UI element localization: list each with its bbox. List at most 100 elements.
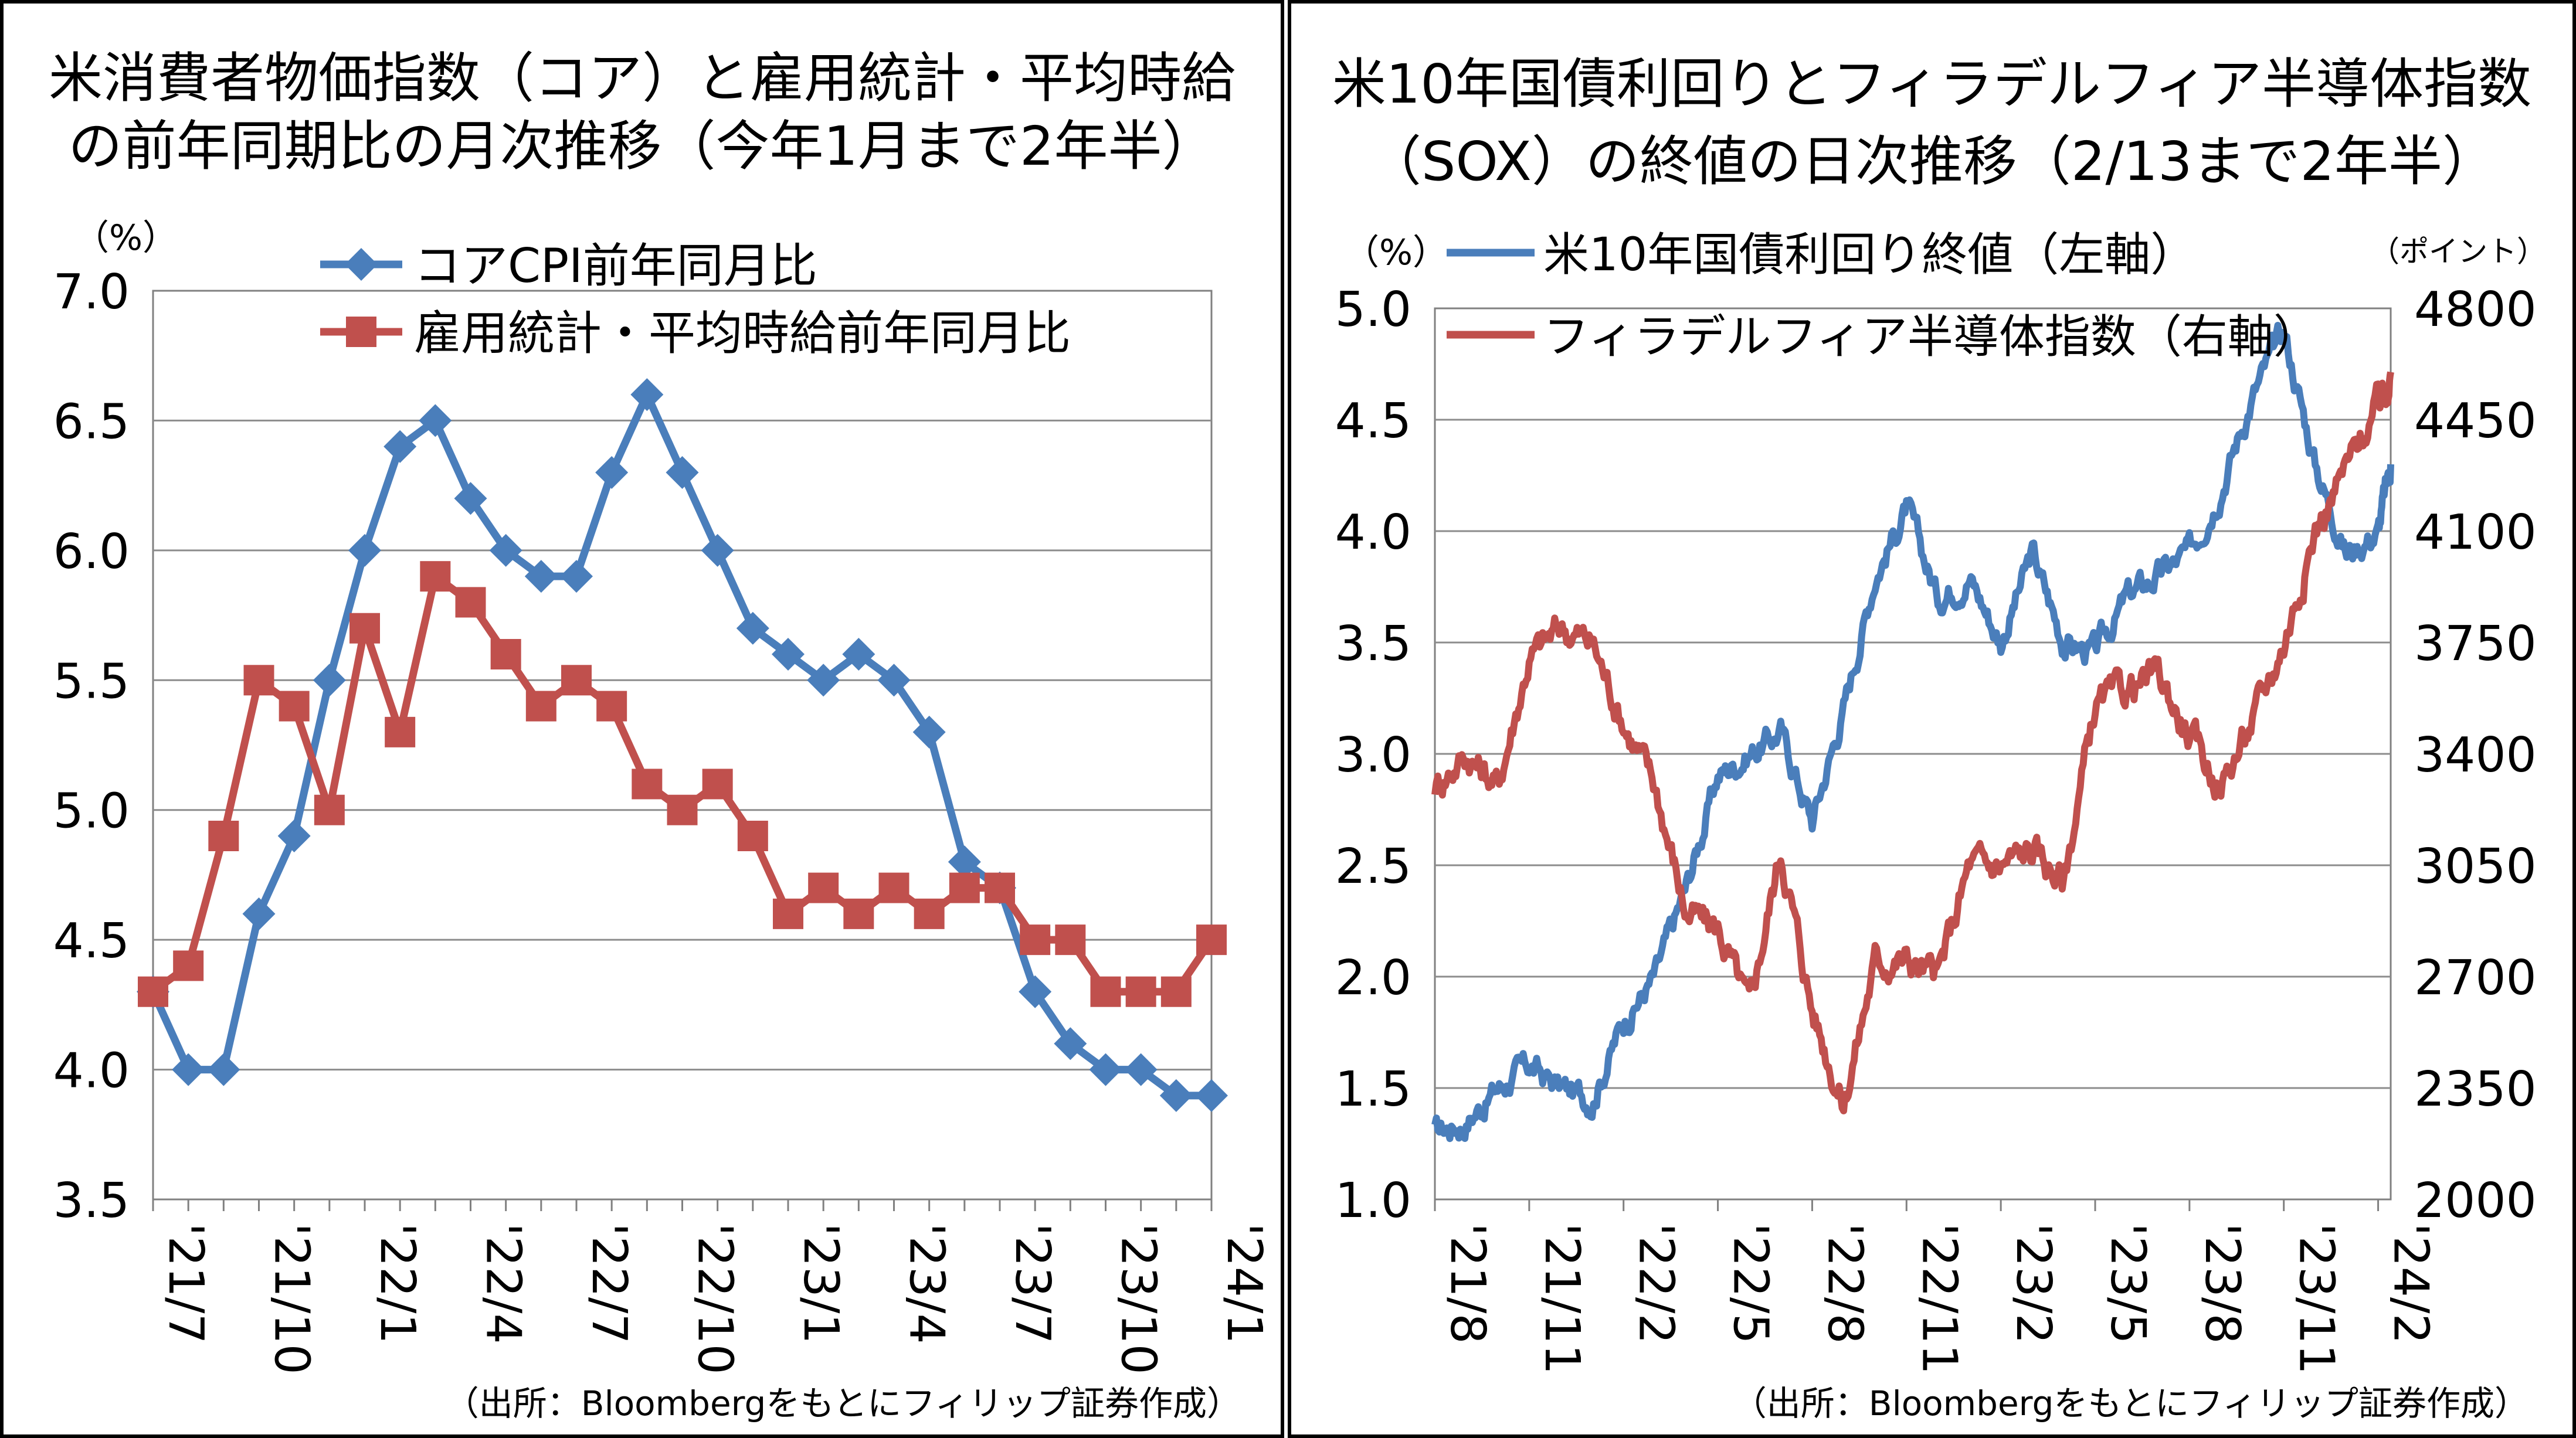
left-source-note: （出所：Bloombergをもとにフィリップ証券作成） xyxy=(445,1383,1241,1423)
right-x-tick-label: '24/2 xyxy=(2383,1223,2439,1344)
left-plot-area xyxy=(152,290,1213,1201)
left-x-tick-label: '22/1 xyxy=(369,1223,425,1344)
left-point-square xyxy=(1160,976,1192,1007)
left-point-diamond xyxy=(207,1053,240,1086)
left-point-square xyxy=(914,898,945,929)
left-point-square xyxy=(1020,924,1051,956)
left-point-square xyxy=(138,976,168,1007)
right-y-tick-label-left: 2.5 xyxy=(1335,839,1411,895)
left-point-diamond xyxy=(842,638,875,671)
right-x-tick-label: '23/2 xyxy=(2005,1223,2061,1344)
left-point-square xyxy=(243,665,274,696)
left-point-square xyxy=(949,872,980,903)
left-point-square xyxy=(985,872,1015,903)
left-point-square xyxy=(490,639,521,669)
cpi-wage-line-chart: （%） （出所：Bloombergをもとにフィリップ証券作成） 3.5 4.0 4.… xyxy=(53,217,1272,1423)
left-point-square xyxy=(385,716,416,747)
cpi-wage-chart-panel: 米消費者物価指数（コア）と雇用統計・平均時給 の前年同期比の月次推移（今年1月ま… xyxy=(0,0,1284,1438)
left-point-square xyxy=(843,898,874,929)
right-y-tick-label-left: 4.5 xyxy=(1335,393,1411,449)
left-point-diamond xyxy=(454,482,487,515)
left-point-square xyxy=(596,691,627,722)
left-point-diamond xyxy=(242,897,276,930)
left-point-diamond xyxy=(1159,1079,1193,1112)
right-series-line-1 xyxy=(1431,371,2394,1114)
left-series-1 xyxy=(138,561,1227,1007)
left-y-tick-label: 5.0 xyxy=(53,784,130,839)
left-series-0 xyxy=(137,378,1228,1112)
left-y-tick-label: 4.5 xyxy=(53,913,130,969)
left-point-square xyxy=(279,691,310,722)
left-x-tick-label: '24/1 xyxy=(1216,1223,1272,1344)
right-y-tick-label-right: 4800 xyxy=(2414,282,2537,338)
left-point-square xyxy=(420,561,451,592)
left-point-diamond xyxy=(277,820,311,852)
right-y-tick-label-left: 5.0 xyxy=(1335,282,1411,338)
right-x-tick-label: '22/2 xyxy=(1628,1223,1684,1344)
right-y-tick-label-right: 4100 xyxy=(2414,505,2537,560)
left-x-tick-label: '23/4 xyxy=(899,1223,955,1344)
left-point-square xyxy=(737,821,768,851)
left-x-tick-label: '23/1 xyxy=(793,1223,849,1344)
left-point-diamond xyxy=(772,638,805,671)
right-series-line-0 xyxy=(1431,322,2394,1143)
right-source-note: （出所：Bloombergをもとにフィリップ証券作成） xyxy=(1733,1383,2529,1423)
left-point-square xyxy=(632,769,663,800)
right-legend-label: フィラデルフィア半導体指数（右軸） xyxy=(1543,311,2319,363)
right-y-unit-right: （ポイント） xyxy=(2370,234,2546,268)
right-y-tick-label-right: 3750 xyxy=(2414,616,2537,672)
left-point-diamond xyxy=(1054,1027,1087,1060)
left-point-diamond xyxy=(736,611,769,645)
right-y-tick-label-right: 2700 xyxy=(2414,950,2537,1006)
left-point-diamond xyxy=(419,404,452,437)
right-x-tick-label: '21/8 xyxy=(1440,1223,1495,1344)
left-legend-marker xyxy=(345,248,378,281)
right-y-tick-label-right: 3050 xyxy=(2414,839,2537,895)
left-point-diamond xyxy=(630,378,664,412)
right-chart-title-line2: （SOX）の終値の日次推移（2/13まで2年半） xyxy=(1367,130,2497,193)
left-point-square xyxy=(702,769,733,800)
left-point-diamond xyxy=(877,664,911,697)
right-y-tick-label-left: 2.0 xyxy=(1335,950,1411,1006)
left-point-square xyxy=(561,665,592,696)
left-chart-title-line1: 米消費者物価指数（コア）と雇用統計・平均時給 xyxy=(48,47,1236,110)
left-legend-label: コアCPI前年同月比 xyxy=(414,239,817,293)
left-point-square xyxy=(525,691,556,722)
left-point-diamond xyxy=(1124,1053,1158,1086)
right-y-tick-label-left: 4.0 xyxy=(1335,505,1411,560)
left-y-tick-label: 4.0 xyxy=(53,1043,130,1099)
left-point-diamond xyxy=(1019,975,1052,1008)
left-point-diamond xyxy=(383,430,417,463)
left-point-diamond xyxy=(807,664,840,697)
left-x-tick-label: '23/7 xyxy=(1004,1223,1060,1344)
left-point-diamond xyxy=(489,533,522,567)
left-point-diamond xyxy=(912,715,946,749)
right-x-tick-label: '22/11 xyxy=(1911,1223,1967,1375)
left-point-square xyxy=(1196,924,1227,956)
left-point-square xyxy=(878,872,909,903)
left-legend-label: 雇用統計・平均時給前年同月比 xyxy=(414,306,1071,361)
left-point-square xyxy=(173,950,204,981)
left-x-tick-label: '23/10 xyxy=(1111,1223,1166,1375)
left-x-tick-label: '21/10 xyxy=(264,1223,320,1375)
right-y-tick-label-right: 3400 xyxy=(2414,728,2537,783)
right-chart-title-line1: 米10年国債利回りとフィラデルフィア半導体指数 xyxy=(1332,53,2532,115)
right-y-tick-label-right: 2350 xyxy=(2414,1062,2537,1117)
right-y-tick-label-left: 3.0 xyxy=(1335,728,1411,783)
yield-sox-chart-panel: 米10年国債利回りとフィラデルフィア半導体指数 （SOX）の終値の日次推移（2/… xyxy=(1288,0,2576,1438)
right-y-tick-label-right: 2000 xyxy=(2414,1173,2537,1229)
left-point-square xyxy=(349,613,380,644)
left-point-square xyxy=(208,821,239,851)
left-y-tick-label: 3.5 xyxy=(53,1173,130,1229)
left-x-tick-label: '21/7 xyxy=(158,1223,213,1344)
left-point-square xyxy=(773,898,803,929)
right-y-tick-label-left: 1.0 xyxy=(1335,1173,1411,1229)
left-point-square xyxy=(314,794,345,825)
left-point-diamond xyxy=(666,456,699,489)
left-point-square xyxy=(1090,976,1121,1007)
left-chart-title-line2: の前年同期比の月次推移（今年1月まで2年半） xyxy=(68,115,1216,178)
yield-sox-line-chart: （%） （ポイント） （出所：Bloombergをもとにフィリップ証券作成） 1… xyxy=(1335,229,2546,1423)
left-point-diamond xyxy=(1089,1053,1122,1086)
left-x-tick-label: '22/7 xyxy=(581,1223,637,1344)
left-point-diamond xyxy=(701,533,734,567)
